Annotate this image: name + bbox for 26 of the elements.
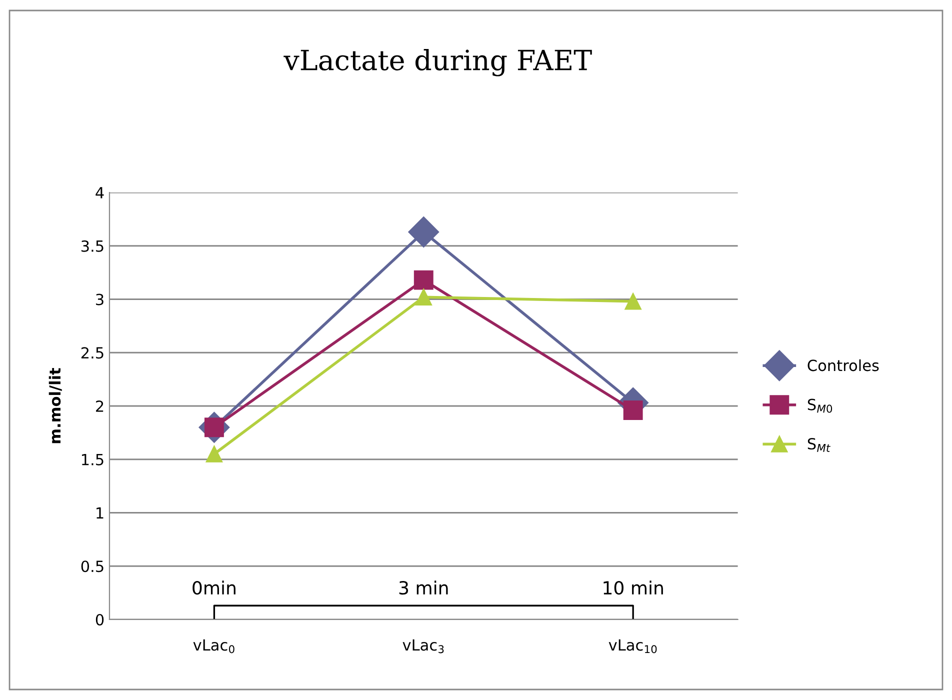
y-tick-label: 2.5 — [81, 347, 104, 359]
y-tick-label: 1.5 — [82, 454, 104, 466]
x-tick-label: vLac$_{0}$ — [193, 639, 234, 654]
y-tick-label: 3 — [96, 294, 104, 306]
y-tick-label: 0 — [96, 614, 104, 626]
point — [415, 288, 432, 306]
point — [623, 400, 643, 420]
legend-label: Controles — [808, 359, 879, 372]
annotation: 3 min — [399, 580, 448, 595]
x-tick-label: vLac$_{10}$ — [608, 639, 657, 654]
y-axis-title: m.mol/lit — [48, 368, 62, 444]
y-tick-label: 2 — [96, 400, 104, 412]
x-tick-label: vLac$_{3}$ — [402, 639, 444, 654]
point — [408, 216, 440, 248]
legend-label: S$_{M0}$ — [808, 398, 832, 413]
y-tick-label: 0.5 — [81, 560, 104, 572]
annotation: 0min — [192, 580, 236, 595]
point — [624, 293, 642, 310]
chart-title: vLactate during FAET — [284, 49, 592, 76]
point — [206, 446, 223, 462]
point — [414, 270, 434, 290]
y-tick-label: 4 — [96, 187, 104, 198]
y-tick-label: 1 — [96, 507, 104, 519]
legend-label: S$_{Mt}$ — [808, 438, 830, 452]
y-tick-label: 3.5 — [81, 240, 104, 252]
annotation: 10 min — [604, 580, 663, 595]
